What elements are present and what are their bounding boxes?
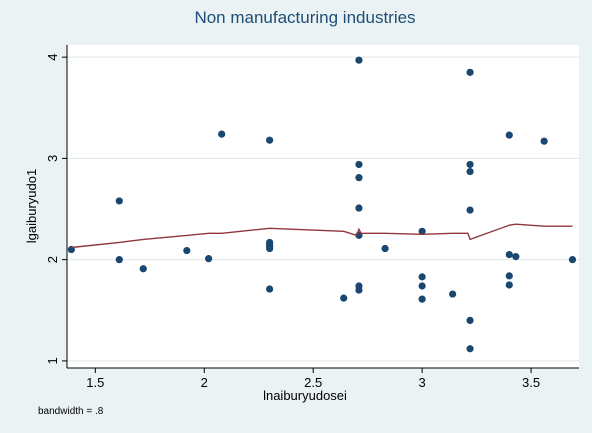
data-point-27 — [466, 68, 474, 76]
data-point-30 — [466, 206, 474, 214]
y-tick-label-1: 2 — [45, 256, 60, 263]
data-point-34 — [505, 250, 513, 259]
x-tick-label-1: 2 — [201, 375, 208, 390]
data-point-37 — [512, 253, 520, 261]
data-point-23 — [418, 273, 426, 281]
data-point-1 — [115, 197, 123, 205]
data-point-11 — [266, 244, 274, 253]
data-point-17 — [355, 204, 363, 212]
data-point-6 — [218, 130, 226, 138]
plot-area — [67, 45, 579, 368]
smooth-curve — [71, 223, 573, 249]
x-axis-ticks: 1.5 2 2.5 3 3.5 — [86, 368, 540, 390]
y-tick-label-2: 3 — [45, 155, 60, 162]
data-point-2 — [115, 256, 123, 264]
data-point-24 — [418, 282, 426, 290]
bandwidth-note: bandwidth = .8 — [38, 406, 104, 417]
data-point-14 — [355, 56, 363, 64]
data-point-33 — [505, 131, 513, 139]
data-point-35 — [505, 272, 513, 280]
chart-title: Non manufacturing industries — [194, 8, 415, 27]
data-point-39 — [568, 256, 577, 264]
x-tick-label-4: 3.5 — [522, 375, 540, 390]
data-point-28 — [466, 160, 474, 169]
data-point-36 — [505, 281, 513, 289]
data-point-26 — [449, 290, 457, 298]
data-point-7 — [266, 136, 274, 144]
data-point-15 — [355, 160, 363, 169]
data-point-21 — [381, 244, 389, 253]
data-point-12 — [266, 285, 274, 293]
x-tick-label-2: 2.5 — [304, 375, 322, 390]
data-point-32 — [466, 345, 474, 353]
y-tick-label-3: 4 — [45, 54, 60, 61]
data-point-3 — [139, 265, 147, 273]
data-point-22 — [418, 227, 426, 235]
data-point-31 — [466, 316, 474, 325]
y-tick-label-0: 1 — [45, 357, 60, 364]
lowess-line — [71, 223, 573, 249]
data-point-29 — [466, 167, 474, 176]
x-axis-label: lnaiburyudosei — [263, 388, 347, 403]
data-point-16 — [355, 174, 363, 182]
x-tick-label-0: 1.5 — [86, 375, 104, 390]
data-point-5 — [205, 255, 213, 263]
axes — [66, 45, 579, 369]
x-tick-label-3: 3 — [419, 375, 426, 390]
data-point-20 — [355, 286, 363, 294]
data-points — [67, 56, 577, 353]
y-axis-ticks: 1 2 3 4 — [45, 54, 67, 365]
data-point-38 — [540, 137, 548, 145]
data-point-13 — [340, 294, 348, 302]
grid-lines — [67, 56, 579, 362]
data-point-25 — [418, 295, 426, 303]
y-axis-label: lgaiburyudo1 — [24, 169, 39, 243]
data-point-4 — [183, 246, 191, 255]
